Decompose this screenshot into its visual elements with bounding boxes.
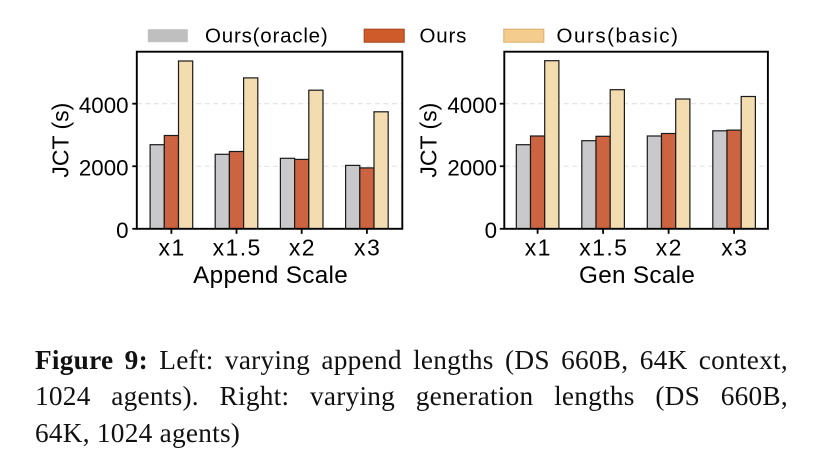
svg-text:JCT (s): JCT (s) (48, 103, 74, 178)
svg-text:x3: x3 (721, 235, 748, 261)
svg-text:Gen Scale: Gen Scale (579, 262, 695, 289)
svg-text:x2: x2 (289, 235, 316, 261)
svg-text:x1: x1 (525, 235, 552, 261)
svg-text:x1.5: x1.5 (579, 235, 628, 261)
svg-text:Append Scale: Append Scale (193, 262, 348, 289)
svg-text:4000: 4000 (79, 93, 129, 118)
svg-text:Ours(oracle): Ours(oracle) (205, 24, 329, 47)
svg-text:x2: x2 (656, 235, 683, 261)
svg-text:x1.5: x1.5 (213, 235, 262, 261)
svg-text:4000: 4000 (447, 93, 497, 118)
svg-text:2000: 2000 (447, 155, 497, 180)
svg-text:JCT (s): JCT (s) (416, 103, 442, 178)
svg-text:Ours: Ours (420, 24, 468, 47)
svg-text:Ours(basic): Ours(basic) (557, 24, 680, 47)
svg-text:x1: x1 (159, 235, 186, 261)
svg-text:0: 0 (485, 218, 497, 243)
svg-text:2000: 2000 (79, 155, 129, 180)
svg-text:x3: x3 (354, 235, 381, 261)
svg-text:0: 0 (116, 218, 128, 243)
